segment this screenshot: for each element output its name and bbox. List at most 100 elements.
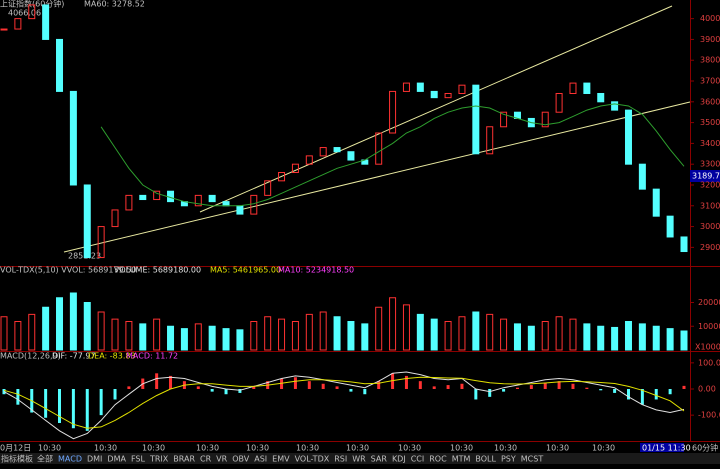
candle — [97, 226, 105, 259]
tab[interactable]: VR — [216, 455, 227, 464]
y-tick-label: -100.00 — [698, 411, 720, 420]
candle — [28, 4, 36, 20]
candle — [42, 4, 50, 40]
dea-label: DEA: -83.83 — [88, 352, 136, 361]
candle — [375, 132, 383, 165]
volume-bar — [444, 321, 452, 351]
tab[interactable]: BRAR — [173, 455, 195, 464]
ma10-label: MA10: 5234918.50 — [278, 266, 354, 275]
ma-label: MA60: 3278.52 — [84, 0, 145, 9]
time-label: 0月12日 — [0, 444, 31, 453]
candle — [444, 92, 452, 99]
y-tick-label: 3000 — [700, 222, 720, 231]
tab[interactable]: CR — [200, 455, 212, 464]
tab[interactable]: SAR — [371, 455, 388, 464]
dea-line — [3, 376, 685, 429]
tab[interactable]: TRIX — [149, 455, 169, 464]
candle — [472, 84, 480, 155]
time-label: 10:30 — [592, 444, 615, 453]
candle — [14, 18, 22, 30]
volume-bar — [361, 323, 369, 351]
tab[interactable]: WR — [352, 455, 366, 464]
tab[interactable]: 指标 — [1, 454, 17, 464]
volume-bar — [389, 297, 397, 351]
candle — [83, 184, 91, 259]
trend-line — [63, 101, 691, 253]
tab[interactable]: ROC — [429, 455, 447, 464]
time-label: 10:30 — [494, 444, 517, 453]
vol-label: VOL-TDX(5,10) VVOL: 5689179.50 — [0, 266, 136, 275]
tab[interactable]: PSY — [501, 455, 516, 464]
candle — [291, 163, 299, 174]
tab[interactable]: DMA — [107, 455, 126, 464]
price-title: 上证指数(60分钟) — [0, 0, 64, 9]
tab[interactable]: KDJ — [392, 455, 406, 464]
tab[interactable]: 全部 — [37, 454, 53, 464]
candle — [236, 205, 244, 215]
candle — [402, 82, 410, 92]
y-tick-label: 0.00 — [698, 385, 716, 394]
candle — [347, 151, 355, 161]
volume-label: VOLUME: 5689180.00 — [114, 266, 201, 275]
y-tick-label: 3300 — [700, 160, 720, 169]
volume-bar — [278, 318, 286, 351]
tab[interactable]: DMI — [87, 455, 102, 464]
tab[interactable]: MTM — [452, 455, 471, 464]
volume-bar — [666, 328, 674, 351]
tab[interactable]: OBV — [232, 455, 250, 464]
tab[interactable]: FSL — [131, 455, 146, 464]
volume-bar — [222, 328, 230, 351]
volume-bar — [527, 325, 535, 351]
candle — [680, 236, 688, 253]
volume-bar — [56, 297, 64, 351]
candle — [430, 90, 438, 99]
y-tick-label: 3800 — [700, 56, 720, 65]
tab[interactable]: EMV — [272, 455, 290, 464]
tab[interactable]: RSI — [334, 455, 347, 464]
current-price-box — [690, 170, 720, 182]
cursor-box — [640, 443, 684, 452]
tab[interactable]: CCI — [411, 455, 425, 464]
candle — [319, 147, 327, 157]
volume-bar — [624, 321, 632, 351]
tab[interactable]: 模板 — [17, 454, 33, 464]
volume-bar — [500, 318, 508, 351]
candle — [194, 194, 202, 207]
time-label: 10:30 — [450, 444, 473, 453]
volume-bar — [14, 321, 22, 351]
frame — [0, 0, 720, 442]
volume-bar — [611, 326, 619, 351]
y-tick-label: 3600 — [700, 97, 720, 106]
cursor-time: 01/15 11:30 — [642, 444, 691, 453]
candle — [458, 84, 466, 94]
candle — [652, 188, 660, 217]
candle — [333, 147, 341, 153]
volume-bar — [472, 311, 480, 351]
tab[interactable]: VOL-TDX — [295, 455, 330, 464]
dif-label: DIF: -77.97 — [52, 352, 96, 361]
tab[interactable]: ASI — [254, 455, 267, 464]
y-tick-label: 4000 — [700, 14, 720, 23]
tab[interactable]: MACD — [58, 455, 82, 464]
volume-bar — [555, 316, 563, 351]
time-label: 10:30 — [94, 444, 117, 453]
y-tick-label: 20000 — [698, 298, 720, 307]
time-label: 10:30 — [246, 444, 269, 453]
tab[interactable]: BOLL — [475, 455, 496, 464]
volume-bar — [69, 292, 77, 351]
volume-bar — [652, 325, 660, 351]
candle — [555, 92, 563, 113]
y-tick-label: 100.00 — [698, 358, 720, 367]
volume-bar — [680, 330, 688, 351]
volume-bar — [402, 304, 410, 351]
candle — [541, 111, 549, 128]
volume-bar — [42, 306, 50, 351]
candle — [416, 82, 424, 92]
tab[interactable]: MCST — [521, 455, 544, 464]
volume-bar — [180, 328, 188, 351]
volume-bar — [541, 321, 549, 351]
candle — [389, 90, 397, 134]
y-tick-label: 3500 — [700, 118, 720, 127]
